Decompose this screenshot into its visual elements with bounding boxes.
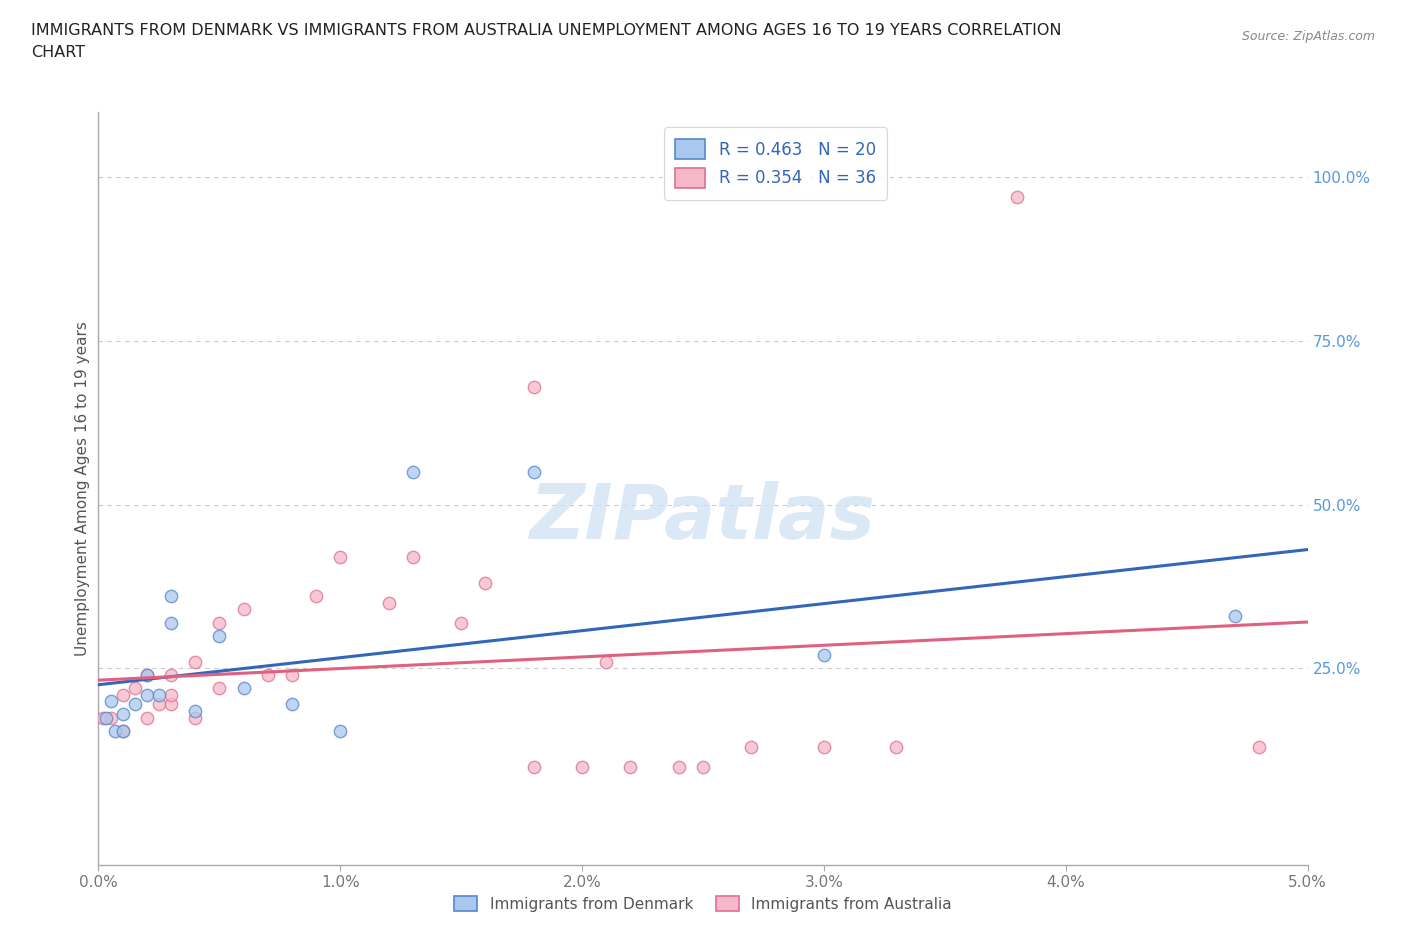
Point bbox=[111, 687, 134, 702]
Point bbox=[104, 724, 127, 738]
Text: CHART: CHART bbox=[31, 45, 84, 60]
Point bbox=[329, 724, 352, 738]
Y-axis label: Unemployment Among Ages 16 to 19 years: Unemployment Among Ages 16 to 19 years bbox=[75, 321, 90, 656]
Point bbox=[135, 668, 157, 683]
Text: IMMIGRANTS FROM DENMARK VS IMMIGRANTS FROM AUSTRALIA UNEMPLOYMENT AMONG AGES 16 : IMMIGRANTS FROM DENMARK VS IMMIGRANTS FR… bbox=[31, 23, 1062, 38]
Point bbox=[160, 697, 183, 711]
Point bbox=[184, 703, 207, 718]
Point bbox=[377, 595, 399, 610]
Point bbox=[232, 681, 254, 696]
Point bbox=[208, 681, 231, 696]
Legend: R = 0.463   N = 20, R = 0.354   N = 36: R = 0.463 N = 20, R = 0.354 N = 36 bbox=[664, 127, 887, 200]
Point bbox=[523, 379, 546, 394]
Point bbox=[692, 759, 714, 774]
Text: Source: ZipAtlas.com: Source: ZipAtlas.com bbox=[1241, 30, 1375, 43]
Point bbox=[474, 576, 496, 591]
Point bbox=[402, 550, 425, 565]
Point bbox=[148, 697, 170, 711]
Point bbox=[402, 464, 425, 479]
Point bbox=[208, 628, 231, 643]
Point bbox=[111, 707, 134, 722]
Point bbox=[208, 615, 231, 630]
Point bbox=[256, 668, 278, 683]
Point bbox=[184, 711, 207, 725]
Point bbox=[135, 687, 157, 702]
Point bbox=[619, 759, 641, 774]
Point bbox=[450, 615, 472, 630]
Point bbox=[668, 759, 690, 774]
Point bbox=[111, 724, 134, 738]
Point bbox=[184, 655, 207, 670]
Point bbox=[813, 648, 835, 663]
Point bbox=[571, 759, 593, 774]
Point bbox=[595, 655, 617, 670]
Point bbox=[813, 739, 835, 754]
Point bbox=[124, 697, 146, 711]
Point bbox=[281, 668, 304, 683]
Point bbox=[523, 464, 546, 479]
Point bbox=[135, 668, 157, 683]
Point bbox=[135, 711, 157, 725]
Text: ZIPatlas: ZIPatlas bbox=[530, 482, 876, 555]
Point bbox=[740, 739, 762, 754]
Point bbox=[111, 724, 134, 738]
Point bbox=[124, 681, 146, 696]
Point bbox=[148, 687, 170, 702]
Point bbox=[160, 668, 183, 683]
Point bbox=[1249, 739, 1271, 754]
Point bbox=[100, 711, 122, 725]
Legend: Immigrants from Denmark, Immigrants from Australia: Immigrants from Denmark, Immigrants from… bbox=[449, 889, 957, 918]
Point bbox=[281, 697, 304, 711]
Point bbox=[523, 759, 546, 774]
Point bbox=[160, 615, 183, 630]
Point bbox=[160, 589, 183, 604]
Point bbox=[91, 711, 114, 725]
Point bbox=[94, 711, 117, 725]
Point bbox=[1223, 608, 1246, 623]
Point bbox=[329, 550, 352, 565]
Point bbox=[160, 687, 183, 702]
Point bbox=[886, 739, 908, 754]
Point bbox=[100, 694, 122, 709]
Point bbox=[305, 589, 328, 604]
Point bbox=[1007, 190, 1029, 205]
Point bbox=[232, 602, 254, 617]
